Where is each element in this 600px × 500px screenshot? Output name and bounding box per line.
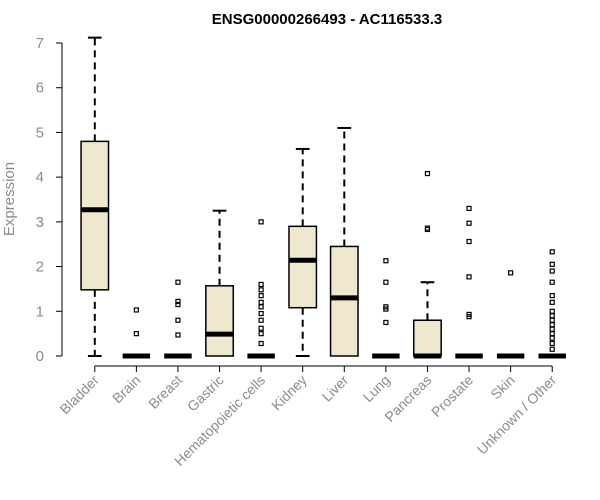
outlier-point	[549, 299, 555, 305]
outlier-point	[549, 317, 555, 323]
outlier-point	[549, 279, 555, 285]
chart-title: ENSG00000266493 - AC116533.3	[212, 11, 442, 28]
outlier-point	[258, 304, 264, 310]
outlier-point	[175, 317, 181, 323]
box-3	[205, 209, 235, 357]
box-1	[122, 307, 151, 359]
outlier-point	[549, 340, 555, 347]
outlier-point	[258, 325, 264, 331]
outlier-point	[258, 219, 264, 225]
box-iqr	[80, 140, 110, 291]
outlier-point	[549, 331, 555, 337]
outlier-point	[383, 319, 389, 326]
x-tick-label: Lung	[360, 372, 393, 405]
boxes	[80, 36, 566, 359]
box-6	[329, 126, 359, 357]
outlier-point	[549, 322, 555, 328]
outlier-point	[383, 258, 389, 264]
x-tick-label: Kidney	[268, 372, 310, 414]
y-tick-label: 5	[36, 124, 44, 141]
box-iqr	[412, 319, 442, 357]
box-8	[412, 170, 442, 359]
x-tick-label: Unknown / Other	[474, 372, 560, 458]
box-5	[288, 147, 318, 357]
outlier-point	[175, 279, 181, 285]
outlier-point	[258, 310, 264, 317]
outlier-point	[549, 313, 555, 319]
box-4	[247, 219, 275, 359]
outlier-point	[258, 293, 264, 299]
x-tick-label: Brain	[109, 372, 143, 406]
outlier-point	[424, 170, 431, 177]
y-tick-label: 0	[36, 348, 44, 365]
box-9	[455, 205, 483, 359]
outlier-point	[258, 281, 264, 288]
outlier-point	[549, 326, 555, 332]
y-tick-label: 7	[36, 35, 44, 52]
box-10	[496, 270, 525, 359]
y-tick-label: 4	[36, 169, 44, 186]
box-0	[80, 36, 110, 357]
outlier-point	[549, 293, 555, 299]
outlier-point	[175, 332, 181, 338]
y-tick-label: 3	[36, 214, 44, 231]
box-iqr	[205, 285, 235, 357]
box-iqr	[288, 225, 318, 309]
outlier-point	[549, 249, 555, 255]
outlier-point	[549, 268, 555, 274]
y-tick-label: 1	[36, 303, 44, 320]
outlier-point	[508, 270, 514, 276]
y-axis: 0 1 2 3 4 5 6 7	[36, 35, 62, 365]
outlier-point	[549, 308, 555, 314]
x-tick-label: Bladder	[56, 372, 102, 418]
box-7	[372, 258, 400, 359]
outlier-point	[424, 226, 431, 233]
x-tick-label: Liver	[319, 372, 352, 405]
outlier-point	[258, 340, 264, 347]
outlier-point	[258, 331, 264, 337]
y-tick-label: 2	[36, 259, 44, 276]
outlier-point	[383, 304, 389, 310]
outlier-point	[549, 346, 555, 352]
outlier-point	[549, 261, 555, 267]
x-tick-label: Prostate	[428, 372, 476, 420]
outlier-point	[258, 287, 264, 293]
outlier-point	[424, 225, 431, 231]
box-iqr	[329, 245, 359, 357]
outlier-point	[258, 299, 264, 305]
outlier-point	[175, 301, 181, 308]
outlier-point	[258, 317, 264, 323]
box-2	[164, 279, 192, 359]
outlier-point	[466, 311, 472, 318]
outlier-point	[466, 205, 472, 212]
outlier-point	[133, 331, 139, 337]
outlier-point	[466, 274, 472, 280]
outlier-point	[133, 307, 139, 313]
box-11	[538, 249, 566, 359]
outlier-point	[466, 238, 472, 245]
outlier-point	[383, 279, 389, 285]
outlier-point	[466, 220, 472, 226]
outlier-point	[175, 298, 181, 305]
y-axis-label: Expression	[1, 162, 18, 236]
y-tick-label: 6	[36, 80, 44, 97]
x-tick-label: Breast	[145, 372, 185, 412]
outlier-point	[549, 335, 555, 341]
x-tick-label: Skin	[487, 372, 518, 403]
